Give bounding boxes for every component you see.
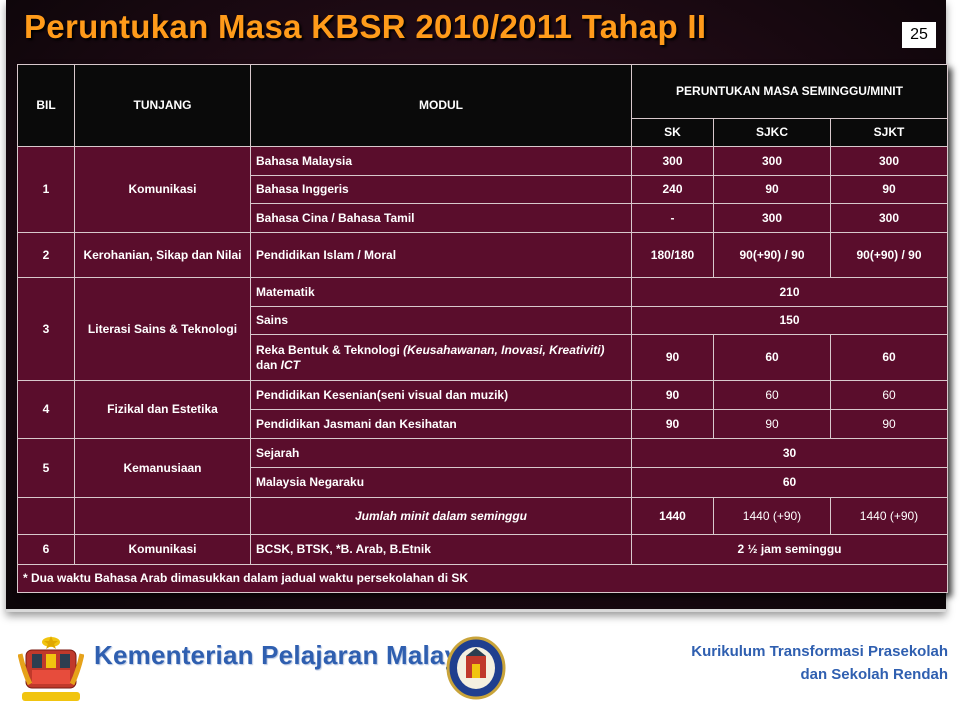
total-sjkc: 1440 (+90)	[713, 497, 831, 535]
table-row: 2 Kerohanian, Sikap dan Nilai Pendidikan…	[17, 232, 948, 278]
cell-sjkc: 300	[713, 203, 831, 233]
table-row: Pendidikan Jasmani dan Kesihatan 90 90 9…	[18, 409, 948, 439]
cell-sjkt: 300	[830, 203, 948, 233]
malaysia-coat-of-arms-icon	[17, 634, 85, 706]
modul-part-italic: ICT	[280, 357, 301, 372]
row-tunjang: Fizikal dan Estetika	[74, 380, 251, 439]
total-sjkt: 1440 (+90)	[830, 497, 948, 535]
cell-empty	[17, 497, 75, 535]
cell-sjkt: 300	[830, 146, 948, 176]
table-row: Bahasa Inggeris 240 90 90	[18, 175, 948, 204]
cell-sjkt: 90	[830, 175, 948, 204]
row-modul: Malaysia Negaraku	[250, 467, 632, 498]
row-modul: Matematik	[250, 277, 632, 307]
table-header-row: BIL TUNJANG MODUL PERUNTUKAN MASA SEMING…	[17, 64, 948, 147]
cell-sjkc: 60	[713, 380, 831, 410]
modul-part: Reka Bentuk & Teknologi	[256, 342, 404, 357]
row-modul: Bahasa Inggeris	[250, 175, 632, 204]
row-bil: 5	[17, 438, 75, 498]
table-row: Sains 150	[18, 306, 948, 335]
modul-part: dan	[256, 357, 281, 372]
row-tunjang: Komunikasi	[74, 146, 251, 233]
cell-empty	[74, 497, 251, 535]
header-peruntukan: PERUNTUKAN MASA SEMINGGU/MINIT	[631, 64, 948, 119]
row-tunjang: Kerohanian, Sikap dan Nilai	[74, 232, 251, 278]
note-row: * Dua waktu Bahasa Arab dimasukkan dalam…	[17, 564, 948, 593]
page-number: 25	[902, 22, 936, 48]
ministry-of-education-emblem-icon	[446, 636, 506, 700]
cell-sjkc: 60	[713, 334, 831, 381]
cell-sjkc: 300	[713, 146, 831, 176]
cell-sk: 90	[631, 334, 714, 381]
table-subheader-row: SK SJKC SJKT	[18, 118, 948, 147]
allocation-table: BIL TUNJANG MODUL PERUNTUKAN MASA SEMING…	[17, 64, 948, 593]
cell-merged: 60	[631, 467, 948, 498]
kurikulum-line-2: dan Sekolah Rendah	[800, 666, 948, 683]
row-modul: Pendidikan Kesenian(seni visual dan muzi…	[250, 380, 632, 410]
ministry-name: Kementerian Pelajaran Malaysia	[94, 640, 496, 670]
cell-sjkc: 90	[713, 175, 831, 204]
total-row: Jumlah minit dalam seminggu 1440 1440 (+…	[17, 497, 948, 535]
cell-merged: 30	[631, 438, 948, 468]
kurikulum-caption: Kurikulum Transformasi Prasekolah dan Se…	[691, 640, 948, 686]
cell-sjkt: 60	[830, 380, 948, 410]
total-label: Jumlah minit dalam seminggu	[250, 497, 632, 535]
table-row: Malaysia Negaraku 60	[18, 467, 948, 498]
row-tunjang: Komunikasi	[74, 534, 251, 565]
header-bil: BIL	[17, 64, 75, 147]
row-modul: Bahasa Malaysia	[250, 146, 632, 176]
header-sk: SK	[631, 118, 714, 147]
table-row: 5 Kemanusiaan Sejarah 30	[17, 438, 948, 498]
cell-sk: -	[631, 203, 714, 233]
table-row: 1 Komunikasi Bahasa Malaysia 300 300 300	[17, 146, 948, 233]
cell-merged: 2 ½ jam seminggu	[631, 534, 948, 565]
cell-sk: 180/180	[631, 232, 714, 278]
total-sk: 1440	[631, 497, 714, 535]
row-tunjang: Kemanusiaan	[74, 438, 251, 498]
row-modul: BCSK, BTSK, *B. Arab, B.Etnik	[250, 534, 632, 565]
cell-merged: 150	[631, 306, 948, 335]
row-bil: 2	[17, 232, 75, 278]
row-bil: 3	[17, 277, 75, 381]
row-modul: Pendidikan Jasmani dan Kesihatan	[250, 409, 632, 439]
row-modul: Sains	[250, 306, 632, 335]
modul-part-italic: (Keusahawanan, Inovasi, Kreativiti)	[403, 342, 605, 357]
table-row: 3 Literasi Sains & Teknologi Matematik 2…	[17, 277, 948, 381]
row-modul: Bahasa Cina / Bahasa Tamil	[250, 203, 632, 233]
kurikulum-line-1: Kurikulum Transformasi Prasekolah	[691, 643, 948, 660]
row-bil: 6	[17, 534, 75, 565]
cell-sjkt: 90(+90) / 90	[830, 232, 948, 278]
header-tunjang: TUNJANG	[74, 64, 251, 147]
row-modul: Sejarah	[250, 438, 632, 468]
header-modul: MODUL	[250, 64, 632, 147]
table-note: * Dua waktu Bahasa Arab dimasukkan dalam…	[17, 564, 948, 593]
table-row: 6 Komunikasi BCSK, BTSK, *B. Arab, B.Etn…	[17, 534, 948, 565]
table-row: 4 Fizikal dan Estetika Pendidikan Keseni…	[17, 380, 948, 439]
cell-sjkt: 90	[830, 409, 948, 439]
row-bil: 1	[17, 146, 75, 233]
row-tunjang: Literasi Sains & Teknologi	[74, 277, 251, 381]
slide: Peruntukan Masa KBSR 2010/2011 Tahap II …	[6, 0, 948, 612]
cell-sjkc: 90(+90) / 90	[713, 232, 831, 278]
cell-merged: 210	[631, 277, 948, 307]
cell-sk: 90	[631, 409, 714, 439]
header-sjkc: SJKC	[713, 118, 831, 147]
row-modul: Reka Bentuk & Teknologi (Keusahawanan, I…	[250, 334, 632, 381]
slide-title: Peruntukan Masa KBSR 2010/2011 Tahap II	[24, 8, 707, 45]
cell-sk: 90	[631, 380, 714, 410]
cell-sjkt: 60	[830, 334, 948, 381]
header-sjkt: SJKT	[830, 118, 948, 147]
cell-sk: 300	[631, 146, 714, 176]
row-bil: 4	[17, 380, 75, 439]
row-modul: Pendidikan Islam / Moral	[250, 232, 632, 278]
cell-sk: 240	[631, 175, 714, 204]
cell-sjkc: 90	[713, 409, 831, 439]
